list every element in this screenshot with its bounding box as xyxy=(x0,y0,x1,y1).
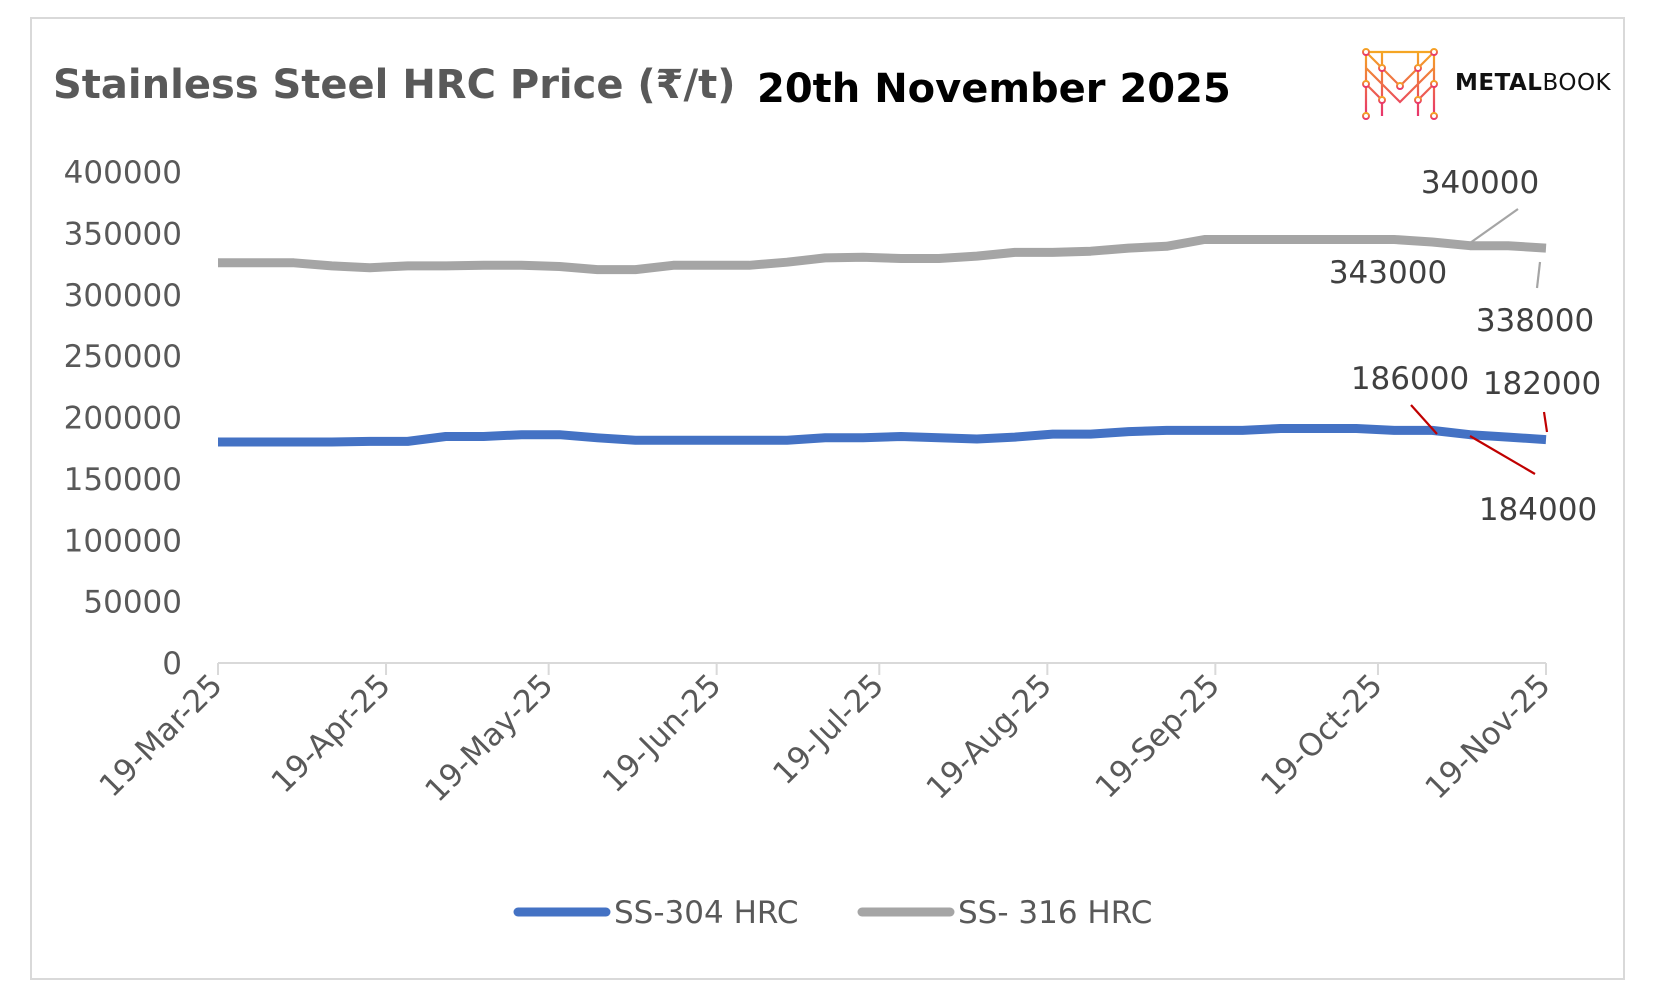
y-tick-label: 300000 xyxy=(64,278,182,314)
callout-leader-line xyxy=(1469,435,1536,475)
data-label: 182000 xyxy=(1483,366,1601,402)
brand-name-bold: METAL xyxy=(1455,70,1543,96)
x-axis: 19-Mar-25 19-Apr-25 19-May-25 19-Jun-25 19-J… xyxy=(93,662,1558,809)
y-tick-label: 250000 xyxy=(64,339,182,375)
y-tick-label: 0 xyxy=(162,646,182,682)
brand-logo: METALBOOK xyxy=(1360,48,1611,123)
y-tick-label: 200000 xyxy=(64,401,182,437)
chart-frame xyxy=(30,17,1625,980)
callout-leader-line xyxy=(1469,208,1519,244)
series-layer xyxy=(218,235,1547,447)
data-label: 343000 xyxy=(1329,255,1447,291)
x-tick-label: 19-Nov-25 xyxy=(1418,667,1557,806)
series-line-ss-316-hrc xyxy=(218,235,1547,275)
data-label: 186000 xyxy=(1351,361,1469,397)
x-tick-label: 19-Aug-25 xyxy=(920,667,1059,806)
legend: SS-304 HRC SS- 316 HRC xyxy=(513,895,1152,931)
x-tick-label: 19-Apr-25 xyxy=(265,667,398,800)
data-label: 184000 xyxy=(1479,492,1597,528)
x-tick-label: 19-Mar-25 xyxy=(93,667,230,804)
y-axis-ticks: 0 50000 100000 150000 200000 250000 300000 3500… xyxy=(64,155,182,682)
y-tick-label: 100000 xyxy=(64,523,182,559)
callout-leader-line xyxy=(1542,411,1549,433)
y-tick-label: 400000 xyxy=(64,155,182,191)
y-tick-label: 150000 xyxy=(64,462,182,498)
x-tick-label: 19-May-25 xyxy=(418,667,560,809)
x-tick-label: 19-Sep-25 xyxy=(1089,667,1227,805)
chart-date: 20th November 2025 xyxy=(757,66,1231,112)
series-line-ss-304-hrc xyxy=(218,424,1547,447)
legend-label-ss-304-hrc: SS-304 HRC xyxy=(614,895,799,931)
legend-label-ss-316-hrc: SS- 316 HRC xyxy=(958,895,1152,931)
y-tick-label: 50000 xyxy=(83,585,182,621)
data-label: 338000 xyxy=(1476,303,1594,339)
x-tick-label: 19-Oct-25 xyxy=(1254,667,1390,803)
y-tick-label: 350000 xyxy=(64,216,182,252)
x-tick-label: 19-Jul-25 xyxy=(766,667,891,792)
metalbook-logo-icon xyxy=(1362,48,1438,120)
callout-leader-line xyxy=(1410,404,1438,435)
x-tick-label: 19-Jun-25 xyxy=(596,667,729,800)
chart-title: Stainless Steel HRC Price (₹/t) xyxy=(53,62,736,108)
data-label: 340000 xyxy=(1421,165,1539,201)
brand-name: METALBOOK xyxy=(1455,70,1611,96)
callout-leader-line xyxy=(1535,261,1542,289)
brand-name-light: BOOK xyxy=(1542,70,1612,96)
